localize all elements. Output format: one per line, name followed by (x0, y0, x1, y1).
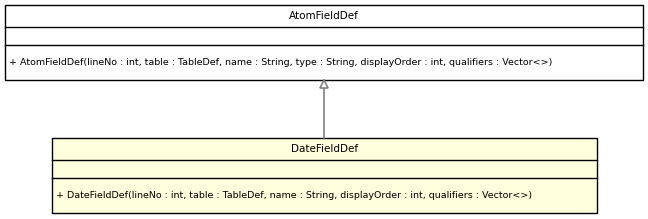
Text: + AtomFieldDef(lineNo : int, table : TableDef, name : String, type : String, dis: + AtomFieldDef(lineNo : int, table : Tab… (9, 58, 552, 67)
Bar (5, 5, 643, 80)
Bar (52, 138, 597, 213)
Polygon shape (320, 80, 328, 88)
Text: AtomFieldDef: AtomFieldDef (289, 11, 359, 21)
Text: DateFieldDef: DateFieldDef (291, 144, 358, 154)
Text: + DateFieldDef(lineNo : int, table : TableDef, name : String, displayOrder : int: + DateFieldDef(lineNo : int, table : Tab… (56, 191, 532, 200)
